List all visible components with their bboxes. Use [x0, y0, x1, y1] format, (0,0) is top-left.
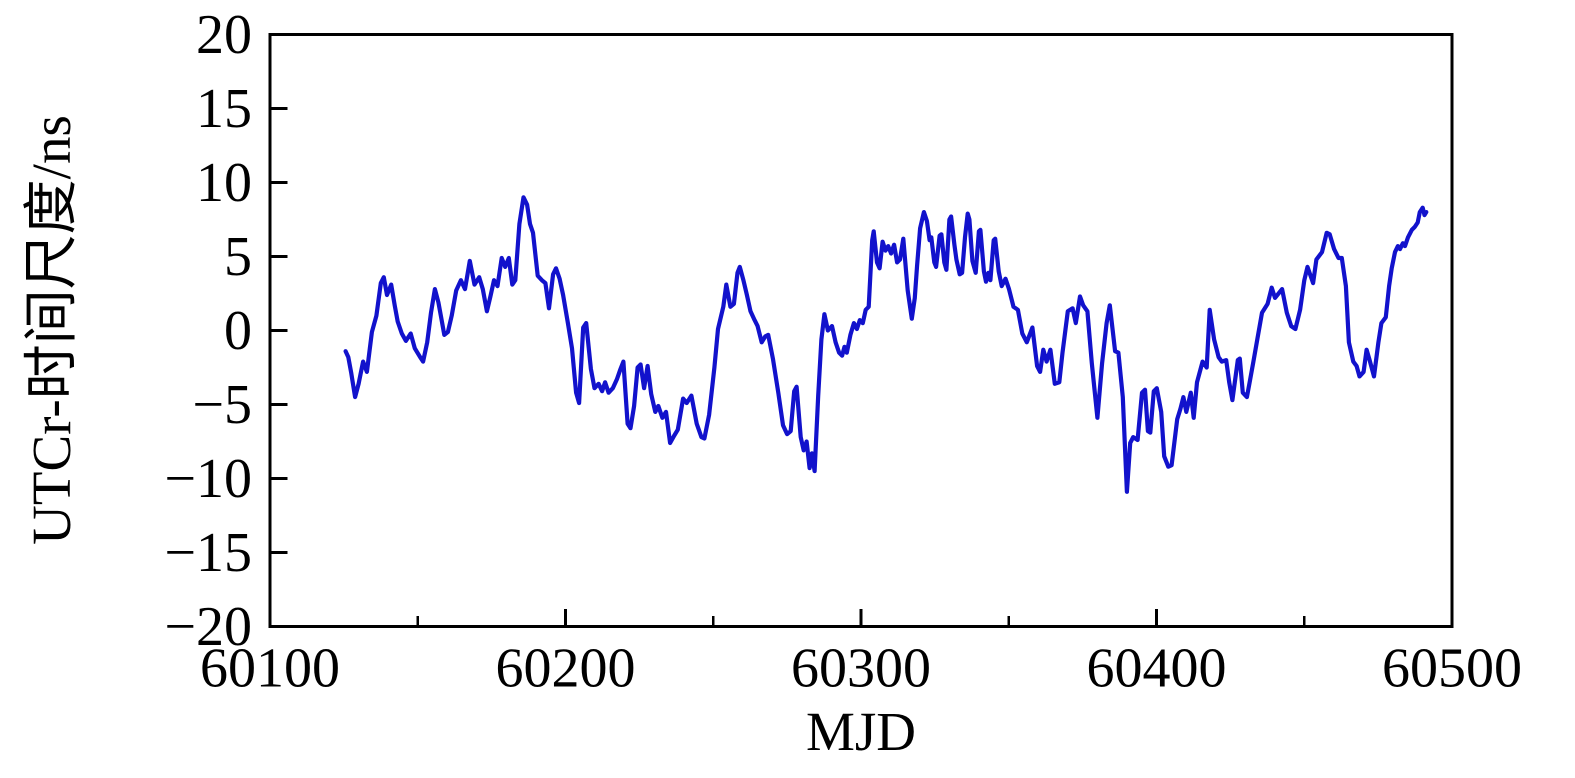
axes-frame: [268, 33, 1454, 628]
x-tick-label: 60200: [496, 638, 636, 700]
x-tick-label: 60500: [1382, 638, 1522, 700]
x-axis-ticks: 60100 60200 60300 60400 60500: [200, 609, 1522, 700]
x-axis-title: MJD: [806, 701, 916, 762]
x-tick-label: 60400: [1087, 638, 1227, 700]
y-tick-label: 5: [224, 226, 252, 288]
x-tick-label: 60100: [200, 638, 340, 700]
data-series-line: [343, 195, 1429, 494]
x-tick-label: 60300: [791, 638, 931, 700]
y-tick-label: −15: [164, 522, 252, 584]
plot-frame: [268, 33, 1454, 628]
y-tick-label: −5: [192, 374, 252, 436]
y-axis-title: UTCr-时间尺度/ns: [21, 115, 82, 545]
y-tick-label: −10: [164, 448, 252, 510]
y-tick-label: 15: [196, 78, 252, 140]
y-tick-label: 20: [196, 4, 252, 66]
y-axis-ticks: −20 −15 −10 −5 0 5 10 15 20: [164, 4, 288, 658]
y-tick-label: −20: [164, 596, 252, 658]
y-tick-label: 0: [224, 300, 252, 362]
y-tick-label: 10: [196, 152, 252, 214]
